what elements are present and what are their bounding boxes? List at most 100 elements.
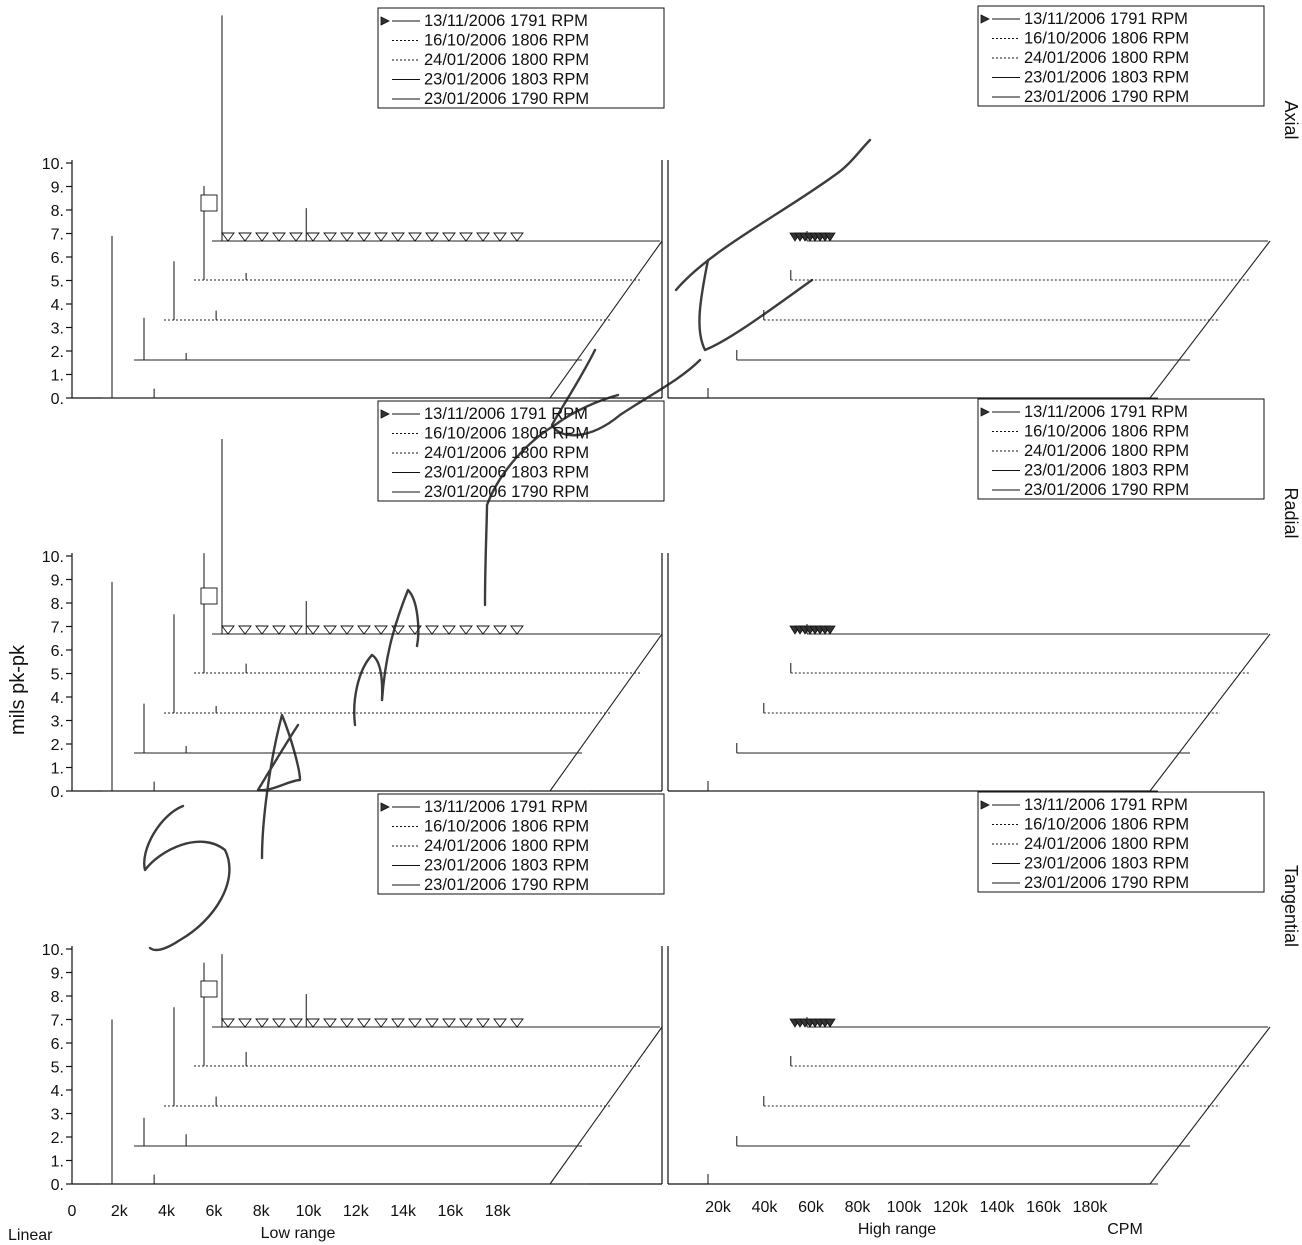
high-range-label: High range bbox=[858, 1221, 936, 1238]
low-range-x-tick: 18k bbox=[485, 1203, 512, 1220]
low-range-x-tick: 10k bbox=[296, 1203, 323, 1220]
legend-entry: 23/01/2006 1803 RPM bbox=[1024, 855, 1189, 873]
y-tick-label: 5. bbox=[51, 667, 64, 684]
low-range-x-tick: 8k bbox=[253, 1203, 271, 1220]
harmonic-marker bbox=[459, 1018, 473, 1028]
y-tick-label: 5. bbox=[51, 274, 64, 291]
y-tick-label: 6. bbox=[51, 643, 64, 660]
high-range-x-tick: 80k bbox=[845, 1199, 872, 1216]
panel-axial: 0. 1. 2. 3. 4. 5. 6. 7. 8. 9. 10. 13/11/2006 1791 R… bbox=[42, 5, 1301, 408]
legend-entry: 23/01/2006 1803 RPM bbox=[424, 464, 589, 482]
harmonic-marker bbox=[340, 625, 354, 635]
harmonic-marker bbox=[493, 1018, 507, 1028]
harmonic-marker bbox=[221, 232, 235, 242]
low-range-x-tick: 6k bbox=[205, 1203, 223, 1220]
legend-entry: 24/01/2006 1800 RPM bbox=[1024, 442, 1189, 460]
y-tick-label: 9. bbox=[51, 573, 64, 590]
legend-active-arrow bbox=[380, 802, 390, 812]
y-tick-label: 5. bbox=[51, 1060, 64, 1077]
high-range-x-tick: 40k bbox=[752, 1199, 779, 1216]
y-tick-label: 7. bbox=[51, 1013, 64, 1030]
high-range-depth-edge bbox=[1149, 1026, 1271, 1185]
legend-entry: 16/10/2006 1806 RPM bbox=[424, 32, 589, 50]
legend-entry: 23/01/2006 1790 RPM bbox=[1024, 88, 1189, 106]
harmonic-marker bbox=[255, 232, 269, 242]
legend-entry: 13/11/2006 1791 RPM bbox=[424, 798, 588, 816]
low-range-x-tick: 0 bbox=[68, 1203, 77, 1220]
x-unit-label: CPM bbox=[1107, 1221, 1143, 1238]
legend-active-arrow bbox=[980, 800, 990, 810]
y-tick-label: 4. bbox=[51, 690, 64, 707]
harmonic-marker bbox=[340, 232, 354, 242]
tick-layer: 0 2k 4k 6k 8k 10k 12k 14k 16k 18k 20k 40k 60k 80k 100k… bbox=[68, 1199, 1109, 1220]
y-tick-label: 4. bbox=[51, 297, 64, 314]
panel-label-radial: Radial bbox=[1281, 487, 1301, 538]
harmonic-marker bbox=[408, 1018, 422, 1028]
y-tick-label: 10. bbox=[42, 156, 64, 173]
high-range-x-tick: 140k bbox=[980, 1199, 1016, 1216]
high-range-depth-edge bbox=[1149, 240, 1271, 399]
y-axis-label: mils pk-pk bbox=[7, 644, 29, 735]
harmonic-marker bbox=[238, 232, 252, 242]
legend-entry: 23/01/2006 1803 RPM bbox=[424, 857, 589, 875]
low-range-x-tick: 12k bbox=[343, 1203, 370, 1220]
signature-stroke-p bbox=[483, 393, 620, 607]
harmonic-marker bbox=[306, 625, 320, 635]
harmonic-marker bbox=[238, 1018, 252, 1028]
legend-active-arrow bbox=[980, 407, 990, 417]
harmonic-marker bbox=[289, 1018, 303, 1028]
legend-entry: 16/10/2006 1806 RPM bbox=[424, 818, 589, 836]
high-range-x-tick: 60k bbox=[798, 1199, 825, 1216]
y-tick-label: 8. bbox=[51, 596, 64, 613]
legend-entry: 23/01/2006 1803 RPM bbox=[424, 71, 589, 89]
legend-entry: 23/01/2006 1790 RPM bbox=[424, 90, 589, 108]
harmonic-marker bbox=[306, 1018, 320, 1028]
harmonic-marker bbox=[425, 232, 439, 242]
harmonic-marker bbox=[408, 232, 422, 242]
y-tick-label: 9. bbox=[51, 966, 64, 983]
harmonic-marker bbox=[391, 1018, 405, 1028]
legend-entry: 23/01/2006 1790 RPM bbox=[424, 876, 589, 894]
harmonic-marker bbox=[442, 625, 456, 635]
y-tick-label: 3. bbox=[51, 321, 64, 338]
harmonic-marker bbox=[493, 625, 507, 635]
panels-layer: 0. 1. 2. 3. 4. 5. 6. 7. 8. 9. 10. 13/11/2006 1791 R… bbox=[42, 5, 1301, 1194]
legend-low-range: 13/11/2006 1791 RPM 16/10/2006 1806 RPM24… bbox=[377, 793, 665, 895]
legend-entry: 13/11/2006 1791 RPM bbox=[424, 12, 588, 30]
y-tick-label: 1. bbox=[51, 368, 64, 385]
harmonic-marker bbox=[391, 232, 405, 242]
harmonic-marker bbox=[238, 625, 252, 635]
harmonic-marker bbox=[510, 232, 524, 242]
harmonic-marker bbox=[255, 625, 269, 635]
harmonic-marker bbox=[221, 625, 235, 635]
legend-entry: 24/01/2006 1800 RPM bbox=[424, 51, 589, 69]
high-range-depth-edge bbox=[1149, 633, 1271, 792]
legend-entry: 23/01/2006 1803 RPM bbox=[1024, 69, 1189, 87]
harmonic-marker bbox=[221, 1018, 235, 1028]
legend-low-range: 13/11/2006 1791 RPM 16/10/2006 1806 RPM24… bbox=[377, 7, 665, 109]
harmonic-marker bbox=[272, 232, 286, 242]
harmonic-marker bbox=[459, 232, 473, 242]
y-tick-label: 7. bbox=[51, 227, 64, 244]
harmonic-marker bbox=[374, 232, 388, 242]
harmonic-marker bbox=[374, 1018, 388, 1028]
sample-signature-watermark bbox=[143, 138, 872, 952]
low-range-label: Low range bbox=[261, 1225, 336, 1242]
high-range-marker bbox=[824, 232, 836, 242]
harmonic-marker bbox=[442, 232, 456, 242]
y-tick-label: 0. bbox=[51, 391, 64, 408]
legend-entry: 23/01/2006 1790 RPM bbox=[1024, 481, 1189, 499]
harmonic-marker bbox=[476, 625, 490, 635]
y-tick-label: 3. bbox=[51, 1107, 64, 1124]
harmonic-marker bbox=[510, 1018, 524, 1028]
signature-stroke-l bbox=[550, 348, 702, 437]
y-tick-label: 6. bbox=[51, 1036, 64, 1053]
harmonic-marker bbox=[459, 625, 473, 635]
harmonic-marker bbox=[272, 625, 286, 635]
harmonic-marker bbox=[442, 1018, 456, 1028]
y-tick-label: 10. bbox=[42, 942, 64, 959]
high-range-x-tick: 120k bbox=[933, 1199, 969, 1216]
scale-label: Linear bbox=[8, 1227, 53, 1244]
y-tick-label: 2. bbox=[51, 737, 64, 754]
harmonic-marker bbox=[323, 1018, 337, 1028]
